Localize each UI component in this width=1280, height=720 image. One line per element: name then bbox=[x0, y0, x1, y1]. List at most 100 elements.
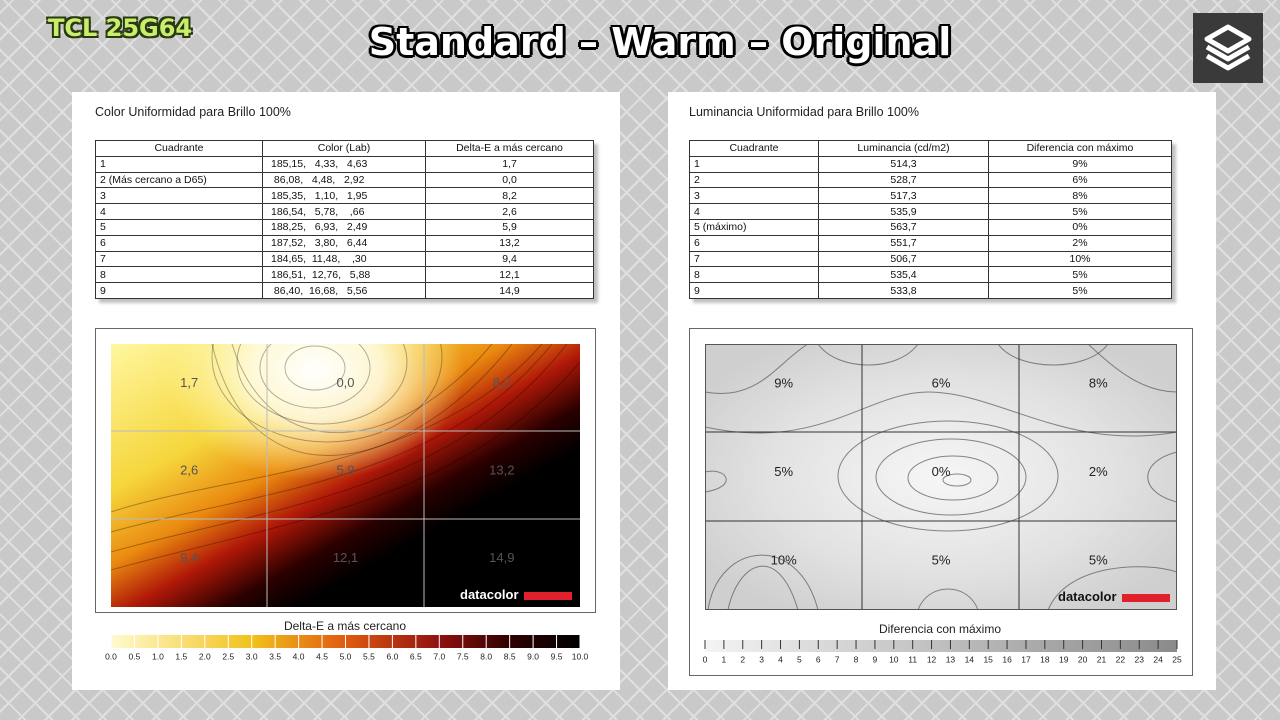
legend-title: Diferencia con máximo bbox=[879, 622, 1001, 636]
luminance-panel: Luminancia Uniformidad para Brillo 100% … bbox=[668, 92, 1216, 690]
table-row: 6 187,52, 3,80, 6,44 13,2 bbox=[95, 234, 594, 252]
table-row: 5 188,25, 6,93, 2,49 5,9 bbox=[95, 218, 594, 236]
table-row: 7 506,7 10% bbox=[689, 250, 1172, 268]
scale-label: 2.0 bbox=[199, 651, 211, 661]
scale-label: 4 bbox=[778, 654, 783, 664]
scale-label: 15 bbox=[983, 654, 993, 664]
cell-label: 5% bbox=[774, 464, 793, 479]
cell-label: 5,9 bbox=[336, 463, 354, 478]
table-cell: 186,51, 12,76, 5,88 bbox=[262, 266, 426, 284]
cell-label: 9,4 bbox=[180, 550, 198, 565]
scale-label: 6.0 bbox=[386, 651, 398, 661]
scale-label: 8 bbox=[854, 654, 859, 664]
scale-label: 9 bbox=[873, 654, 878, 664]
panel-title: Color Uniformidad para Brillo 100% bbox=[95, 105, 291, 119]
table-row: 1 185,15, 4,33, 4,63 1,7 bbox=[95, 155, 594, 173]
scale-label: 5 bbox=[797, 654, 802, 664]
scale-label: 6.5 bbox=[410, 651, 422, 661]
scale-label: 4.5 bbox=[316, 651, 328, 661]
table-cell: 9 bbox=[689, 282, 819, 299]
table-cell: 9 bbox=[95, 282, 263, 299]
cell-label: 6% bbox=[932, 375, 951, 390]
scale-label: 1.0 bbox=[152, 651, 164, 661]
scale-label: 8.0 bbox=[480, 651, 492, 661]
datacolor-logo: datacolor bbox=[1058, 589, 1117, 604]
datacolor-logo: datacolor bbox=[460, 587, 519, 602]
scale-label: 1 bbox=[722, 654, 727, 664]
scale-label: 17 bbox=[1021, 654, 1031, 664]
scale-label: 4.0 bbox=[293, 651, 305, 661]
cell-label: 1,7 bbox=[180, 375, 198, 390]
scale-label: 1.5 bbox=[175, 651, 187, 661]
scale-label: 6 bbox=[816, 654, 821, 664]
scale-label: 9.5 bbox=[551, 651, 563, 661]
scale-label: 8.5 bbox=[504, 651, 516, 661]
scale-label: 2.5 bbox=[222, 651, 234, 661]
scale-label: 2 bbox=[740, 654, 745, 664]
scale-label: 3.0 bbox=[246, 651, 258, 661]
scale-label: 21 bbox=[1097, 654, 1107, 664]
table-row: 9 533,8 5% bbox=[689, 282, 1172, 299]
table-cell: 5% bbox=[988, 282, 1172, 299]
scale-label: 10.0 bbox=[572, 651, 589, 661]
scale-label: 25 bbox=[1172, 654, 1182, 664]
cell-label: 0,0 bbox=[336, 375, 354, 390]
scale-label: 24 bbox=[1153, 654, 1163, 664]
scale-label: 18 bbox=[1040, 654, 1050, 664]
brand-label: TCL 25G64 bbox=[48, 14, 193, 42]
scale-label: 10 bbox=[889, 654, 899, 664]
scale-label: 14 bbox=[965, 654, 975, 664]
cell-label: 14,9 bbox=[489, 550, 514, 565]
scale-label: 7.5 bbox=[457, 651, 469, 661]
panel-title: Luminancia Uniformidad para Brillo 100% bbox=[689, 105, 919, 119]
scale-label: 5.5 bbox=[363, 651, 375, 661]
table-row: 3 517,3 8% bbox=[689, 187, 1172, 205]
scale-label: 3.5 bbox=[269, 651, 281, 661]
table-cell: 2 (Más cercano a D65) bbox=[95, 171, 263, 189]
cell-label: 2% bbox=[1089, 464, 1108, 479]
scale-label: 22 bbox=[1116, 654, 1126, 664]
scale-label: 13 bbox=[946, 654, 956, 664]
table-row: 6 551,7 2% bbox=[689, 234, 1172, 252]
cell-label: 0% bbox=[932, 464, 951, 479]
scale-label: 12 bbox=[927, 654, 937, 664]
table-cell: 533,8 bbox=[818, 282, 989, 299]
scale-label: 19 bbox=[1059, 654, 1069, 664]
table-cell: 188,25, 6,93, 2,49 bbox=[262, 218, 426, 236]
cell-label: 5% bbox=[1089, 553, 1108, 568]
table-cell: 10% bbox=[988, 250, 1172, 268]
scale-label: 3 bbox=[759, 654, 764, 664]
scale-label: 11 bbox=[908, 654, 917, 664]
scale-label: 0 bbox=[703, 654, 708, 664]
cell-label: 12,1 bbox=[333, 550, 358, 565]
color-heatmap: datacolor 1,7 0,0 8,2 2,6 5,9 13,2 9,4 12,1 14,9… bbox=[95, 328, 596, 661]
table-row: 4 186,54, 5,78, ,66 2,6 bbox=[95, 203, 594, 220]
cell-label: 10% bbox=[771, 553, 797, 568]
table-cell: 14,9 bbox=[425, 282, 594, 299]
cell-label: 8,2 bbox=[493, 375, 511, 390]
legend-title: Delta-E a más cercano bbox=[284, 619, 406, 633]
color-table: Cuadrante Color (Lab) Delta-E a más cercan… bbox=[95, 140, 594, 299]
scale-label: 7 bbox=[835, 654, 840, 664]
table-row: 8 535,4 5% bbox=[689, 266, 1172, 284]
scale-label: 20 bbox=[1078, 654, 1088, 664]
scale-label: 5.0 bbox=[340, 651, 352, 661]
cell-label: 5% bbox=[932, 553, 951, 568]
table-cell: 517,3 bbox=[818, 187, 989, 205]
cell-label: 2,6 bbox=[180, 463, 198, 478]
cell-label: 8% bbox=[1089, 375, 1108, 390]
scale-label: 7.0 bbox=[433, 651, 445, 661]
table-cell: 185,35, 1,10, 1,95 bbox=[262, 187, 426, 205]
scale-label: 23 bbox=[1135, 654, 1145, 664]
luminance-table: Cuadrante Luminancia (cd/m2) Diferencia co… bbox=[689, 140, 1172, 299]
scale-label: 0.5 bbox=[129, 651, 141, 661]
table-row: 9 86,40, 16,68, 5,56 14,9 bbox=[95, 282, 594, 299]
color-panel: Color Uniformidad para Brillo 100% Cuadr… bbox=[72, 92, 620, 690]
cell-label: 13,2 bbox=[489, 463, 514, 478]
scale-label: 9.0 bbox=[527, 651, 539, 661]
scale-label: 16 bbox=[1002, 654, 1012, 664]
cell-label: 9% bbox=[774, 375, 793, 390]
scale-label: 0.0 bbox=[105, 651, 117, 661]
